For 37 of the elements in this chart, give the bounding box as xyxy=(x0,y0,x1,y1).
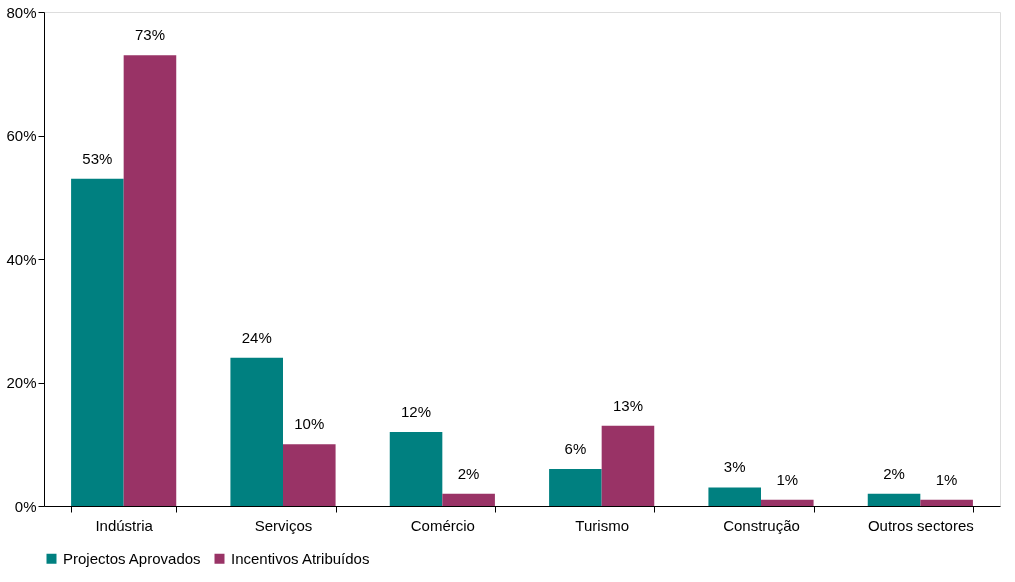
data-label: 12% xyxy=(401,402,432,420)
data-label: 24% xyxy=(241,328,272,346)
x-tick-label: Outros sectores xyxy=(867,516,974,534)
x-tick-label: Indústria xyxy=(95,516,154,534)
bar xyxy=(867,493,921,506)
bar xyxy=(123,55,177,506)
bar xyxy=(549,468,602,506)
y-tick-label: 20% xyxy=(6,374,37,391)
data-label: 10% xyxy=(294,415,325,433)
bar xyxy=(708,487,761,506)
bar xyxy=(920,499,973,506)
data-label: 13% xyxy=(612,396,643,414)
bar xyxy=(761,499,814,506)
bar xyxy=(230,357,283,506)
x-tick-label: Serviços xyxy=(254,516,313,534)
x-tick-label: Turismo xyxy=(575,516,629,534)
bar xyxy=(601,425,655,506)
data-label: 53% xyxy=(82,149,113,167)
data-label: 6% xyxy=(564,439,587,457)
data-label: 1% xyxy=(776,470,799,488)
y-tick-label: 60% xyxy=(6,127,37,144)
bar xyxy=(442,493,495,506)
y-tick-label: 40% xyxy=(6,250,37,268)
data-label: 2% xyxy=(883,464,905,482)
x-tick-label: Comércio xyxy=(410,516,475,534)
data-label: 1% xyxy=(935,470,958,488)
bar xyxy=(71,178,124,506)
y-tick-label: 80% xyxy=(6,3,37,21)
data-label: 3% xyxy=(723,458,746,476)
data-label: 73% xyxy=(134,26,165,44)
bar xyxy=(389,431,443,506)
x-tick-label: Construção xyxy=(723,516,800,534)
legend-label: Projectos Aprovados xyxy=(63,549,201,567)
legend-label: Incentivos Atribuídos xyxy=(231,549,370,567)
y-tick-label: 0% xyxy=(14,497,37,515)
bar xyxy=(283,444,336,506)
data-label: 2% xyxy=(457,464,480,482)
